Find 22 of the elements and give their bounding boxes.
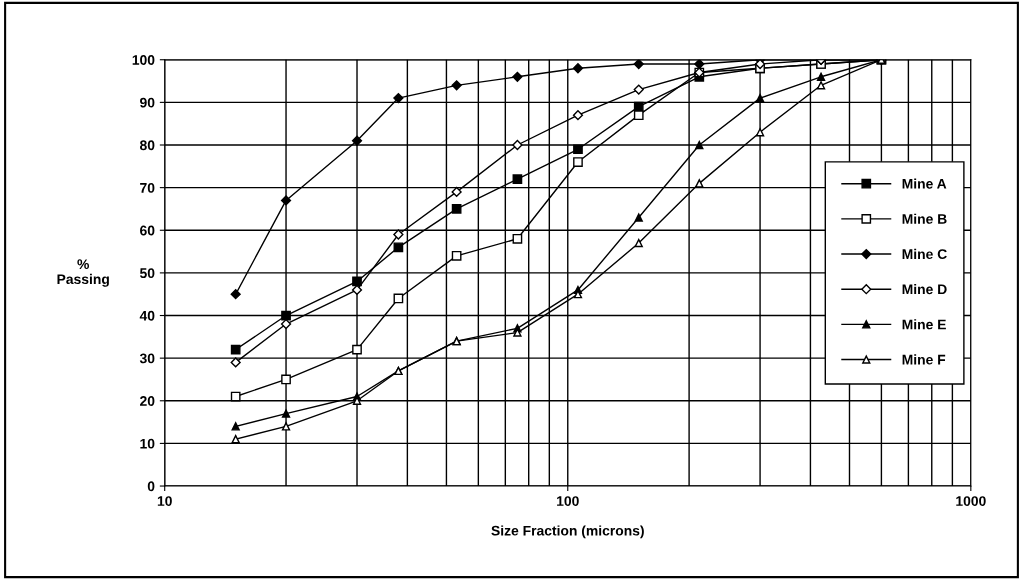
- legend-label: Mine A: [902, 178, 947, 189]
- y-tick-label: 80: [139, 140, 155, 151]
- legend-label: Mine D: [902, 284, 947, 295]
- y-tick-label: 50: [139, 268, 155, 279]
- y-tick-label: 90: [140, 97, 155, 108]
- y-tick-label: 40: [139, 310, 155, 321]
- legend-label: Mine B: [902, 213, 947, 224]
- y-tick-label: 20: [140, 396, 155, 406]
- legend-label: Mine C: [902, 248, 947, 260]
- x-tick-label: 100: [557, 496, 579, 506]
- y-tick-label: 60: [140, 225, 155, 236]
- y-tick-label: 70: [140, 182, 155, 193]
- legend-label: Mine E: [902, 319, 946, 330]
- legend-label: Mine F: [902, 354, 946, 365]
- x-tick-label: 1000: [956, 496, 986, 506]
- y-tick-label: 100: [132, 55, 155, 65]
- x-tick-label: 10: [157, 496, 172, 506]
- y-axis-title: % Passing: [57, 259, 109, 287]
- y-tick-label: 0: [147, 481, 155, 492]
- y-tick-label: 10: [140, 438, 155, 449]
- y-tick-label: 30: [139, 353, 155, 364]
- x-axis-title: Size Fraction (microns): [491, 525, 644, 539]
